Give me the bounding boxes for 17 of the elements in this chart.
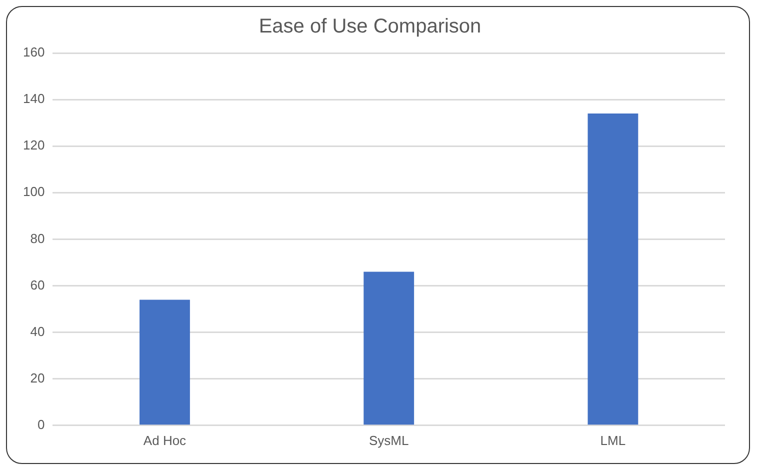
y-tick-label: 20	[30, 370, 45, 386]
y-tick-label: 80	[30, 230, 45, 246]
x-tick-label: SysML	[368, 432, 409, 448]
bar	[588, 114, 638, 425]
chart-title: Ease of Use Comparison	[258, 16, 482, 38]
x-tick-label: LML	[600, 432, 626, 448]
y-tick-label: 160	[22, 44, 45, 60]
chart-frame: Ease of Use Comparison Ad Hoc SysML LML 0 20 40 60 80 100 120 140 160	[6, 6, 750, 464]
bar	[140, 300, 190, 425]
y-tick-label: 140	[22, 91, 45, 106]
y-tick-label: 100	[22, 184, 45, 200]
x-tick-label: Ad Hoc	[143, 432, 187, 448]
y-tick-label: 60	[30, 277, 45, 292]
bar	[364, 272, 414, 425]
y-tick-label: 0	[37, 416, 45, 432]
y-tick-label: 40	[30, 324, 45, 339]
y-tick-label: 120	[22, 138, 45, 153]
